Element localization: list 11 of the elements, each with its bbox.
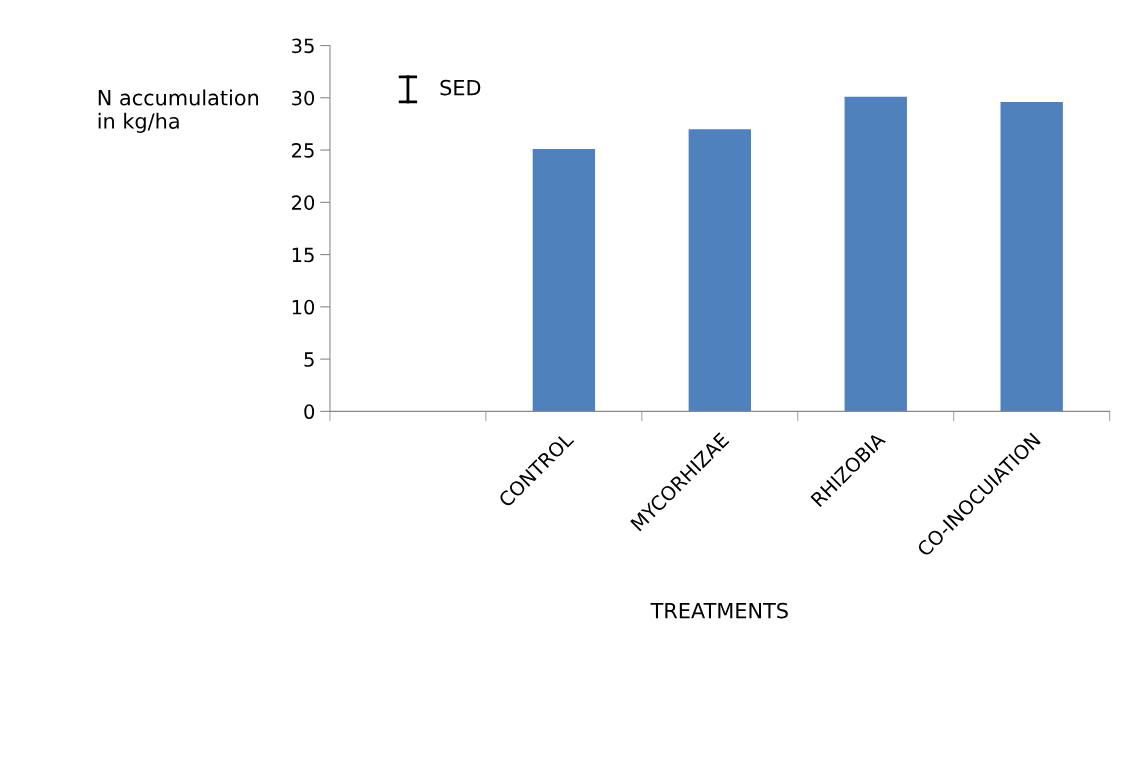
y-tick-label: 15 (292, 247, 314, 263)
y-tick-label: 20 (292, 195, 315, 210)
x-axis-title: TREATMENTS (650, 602, 788, 619)
y-tick-label: 25 (292, 143, 314, 158)
annotation: SED (440, 79, 481, 96)
y-tick-label: 30 (292, 90, 315, 106)
y-tick-label: 5 (304, 352, 314, 367)
y-tick-label: 10 (292, 299, 315, 315)
y-tick-label: 35 (292, 38, 314, 54)
y-tick-label: 0 (304, 404, 315, 420)
y-axis-title: N accumulation in kg/ha (98, 89, 259, 133)
